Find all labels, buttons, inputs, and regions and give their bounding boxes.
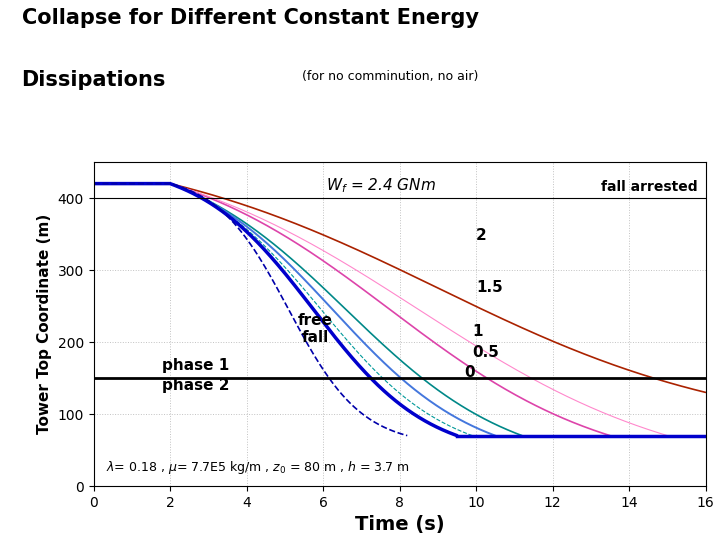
Text: 2: 2: [476, 228, 487, 243]
Text: phase 2: phase 2: [163, 377, 230, 393]
Text: 1.5: 1.5: [476, 280, 503, 295]
Text: (for no comminution, no air): (for no comminution, no air): [302, 70, 479, 83]
X-axis label: Time (s): Time (s): [355, 515, 444, 534]
Text: free
fall: free fall: [298, 313, 333, 345]
Text: Collapse for Different Constant Energy: Collapse for Different Constant Energy: [22, 8, 479, 28]
Text: $\lambda$= 0.18 , $\mu$= 7.7E5 kg/m , $z_0$ = 80 m , $h$ = 3.7 m: $\lambda$= 0.18 , $\mu$= 7.7E5 kg/m , $z…: [106, 460, 410, 476]
Text: 0: 0: [464, 364, 475, 380]
Y-axis label: Tower Top Coordinate (m): Tower Top Coordinate (m): [37, 214, 52, 434]
Text: fall arrested: fall arrested: [601, 180, 698, 194]
Text: phase 1: phase 1: [163, 358, 230, 373]
Text: $\it{W_f}$ = 2.4 GNm: $\it{W_f}$ = 2.4 GNm: [325, 177, 436, 195]
Text: Dissipations: Dissipations: [22, 70, 166, 90]
Text: 0.5: 0.5: [472, 345, 499, 360]
Text: 1: 1: [472, 323, 483, 339]
